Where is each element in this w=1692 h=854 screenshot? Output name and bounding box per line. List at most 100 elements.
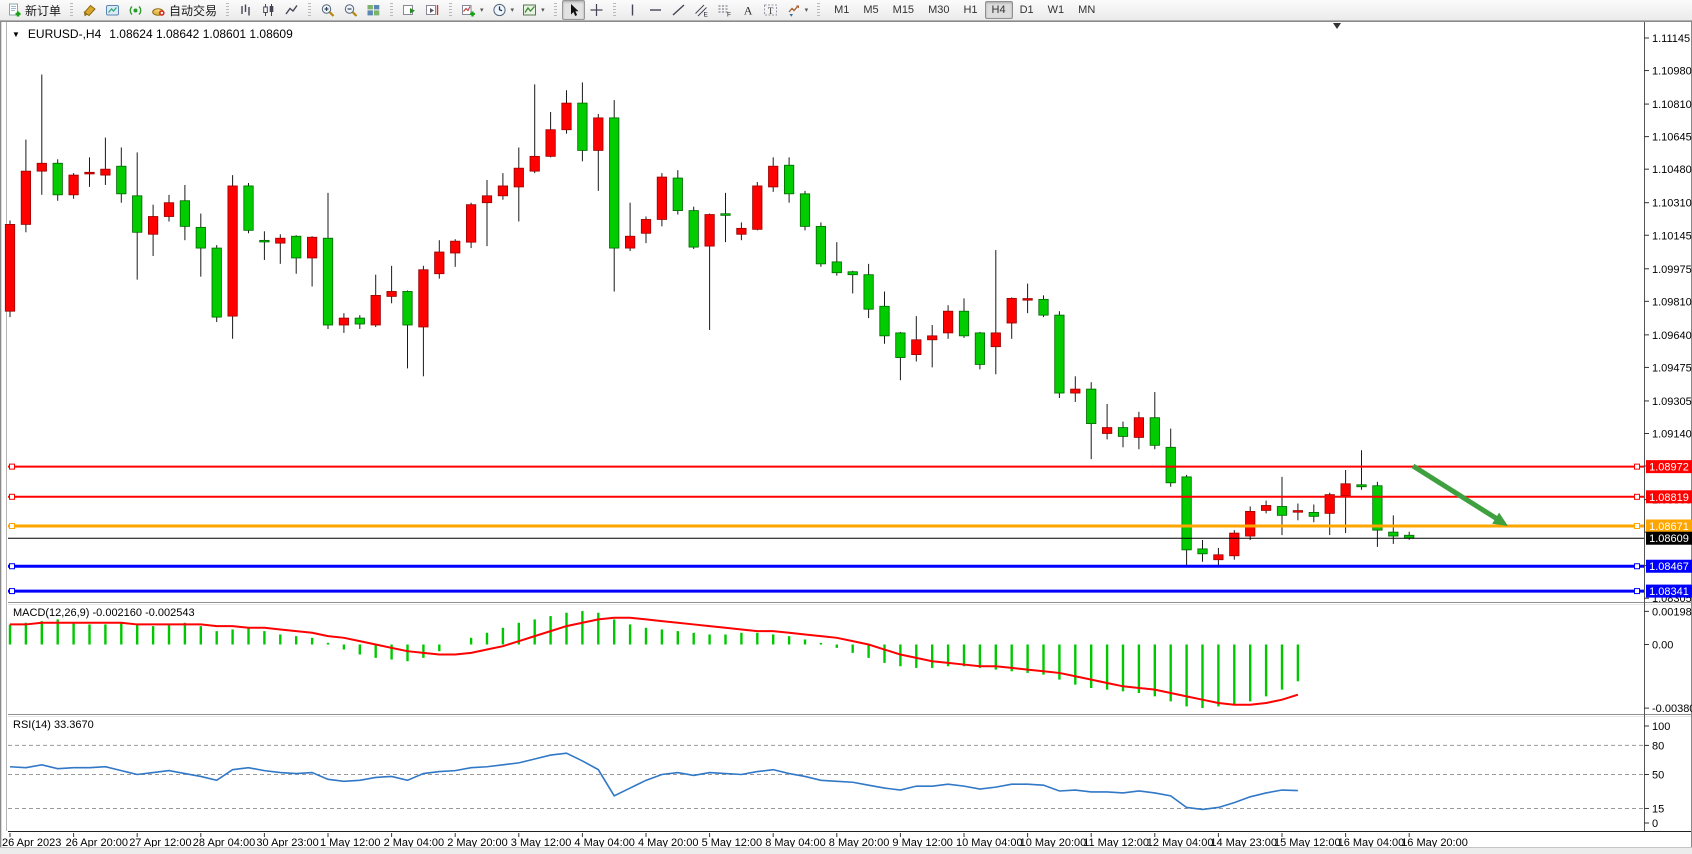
svg-text:1.10810: 1.10810 (1652, 99, 1692, 111)
periods-button[interactable]: ▾ (488, 0, 519, 20)
candle-body (1133, 417, 1144, 438)
toolbar-separator (553, 3, 557, 17)
time-axis: 26 Apr 2023 26 Apr 20:00 27 Apr 12:00 28 Ap… (2, 833, 1468, 849)
timeframe-m5[interactable]: M5 (863, 4, 879, 16)
horizontal-lines-layer[interactable]: 1.08972 1.08819 1.08671 1.08467 1.08341 (8, 460, 1692, 598)
bar-chart-button[interactable] (234, 0, 257, 20)
crosshair-button[interactable] (585, 0, 608, 20)
candle-body (211, 247, 222, 318)
candle-body (704, 214, 715, 247)
line-handle (1634, 522, 1640, 529)
templates-button[interactable]: ▾ (518, 0, 549, 20)
candle-body (593, 117, 604, 151)
candles-layer[interactable] (4, 74, 1415, 566)
svg-text:2 May 04:00: 2 May 04:00 (384, 837, 445, 849)
line-handle (9, 463, 15, 470)
text-label-button[interactable]: T (759, 0, 782, 20)
candle-body (481, 195, 493, 204)
timeframe-m1[interactable]: M1 (834, 4, 850, 16)
toolbar-separator (226, 3, 230, 17)
trendline-icon (671, 3, 686, 17)
svg-text:8 May 20:00: 8 May 20:00 (829, 837, 890, 849)
svg-text:E: E (703, 12, 708, 18)
candle-body (147, 216, 159, 235)
svg-text:12 May 04:00: 12 May 04:00 (1147, 837, 1214, 849)
arrows-button[interactable]: ▾ (782, 0, 813, 20)
cursor-button[interactable] (561, 0, 585, 20)
candle-body (163, 202, 175, 217)
auto-scroll-button[interactable] (398, 0, 421, 20)
hline-price-label (1646, 584, 1692, 598)
svg-text:1.10480: 1.10480 (1652, 164, 1692, 176)
svg-text:5 May 12:00: 5 May 12:00 (702, 837, 763, 849)
candle-body (497, 185, 509, 197)
toolbar-separator (817, 3, 821, 17)
timeframe-w1[interactable]: W1 (1047, 4, 1065, 16)
timeframe-h1[interactable]: H1 (963, 4, 978, 16)
indicators-button[interactable]: ▾ (457, 0, 488, 20)
candle-body (1213, 554, 1224, 561)
equidistant-channel-button[interactable]: E (690, 0, 713, 20)
timeframe-h4[interactable]: H4 (984, 1, 1013, 19)
zoom-in-button[interactable] (316, 0, 339, 20)
timeframe-mn[interactable]: MN (1078, 4, 1096, 16)
timeframe-m15[interactable]: M15 (892, 4, 915, 16)
zoom-out-button[interactable] (339, 0, 362, 20)
toolbar-separator (612, 3, 616, 17)
candle-body (1308, 511, 1319, 517)
timeframe-m30[interactable]: M30 (928, 4, 950, 16)
signals-button[interactable] (124, 0, 147, 20)
svg-text:1.08609: 1.08609 (1649, 533, 1689, 545)
candle-body (1086, 388, 1097, 425)
marker-tool-button[interactable] (78, 0, 101, 20)
line-chart-button[interactable] (280, 0, 303, 20)
line-handle (1634, 493, 1640, 500)
toolbar: 新订单 自动交易 ▾ ▾ ▾ E F A T ▾ M1 M5 M15 M30 H1 H4 D1 W1 MN (0, 0, 1692, 21)
text-button[interactable]: A (736, 0, 759, 20)
line-handle (9, 522, 15, 529)
tile-windows-icon (366, 3, 381, 17)
candle-body (1022, 298, 1033, 301)
candle-body (386, 291, 397, 297)
candle-body (465, 204, 477, 243)
candle-body (338, 317, 350, 326)
svg-text:28 Apr 04:00: 28 Apr 04:00 (193, 837, 255, 849)
svg-text:10 May 04:00: 10 May 04:00 (956, 837, 1023, 849)
toolbar-separator (449, 3, 453, 17)
autotrading-button[interactable]: 自动交易 (147, 0, 221, 20)
svg-text:30 Apr 23:00: 30 Apr 23:00 (256, 837, 318, 849)
zoom-out-icon (343, 3, 358, 17)
candle-body (1054, 314, 1065, 394)
svg-text:1.09475: 1.09475 (1652, 362, 1692, 374)
trendline-button[interactable] (667, 0, 690, 20)
candle-body (68, 174, 79, 196)
svg-text:1.09305: 1.09305 (1652, 396, 1692, 408)
candlestick-chart-button[interactable] (257, 0, 280, 20)
new-order-button[interactable]: 新订单 (3, 0, 65, 20)
candle-body (243, 185, 254, 231)
svg-text:1.08819: 1.08819 (1649, 492, 1689, 504)
svg-text:1.08341: 1.08341 (1649, 586, 1689, 598)
vertical-line-button[interactable] (621, 0, 644, 20)
timeframe-d1[interactable]: D1 (1019, 4, 1034, 16)
svg-text:T: T (767, 6, 773, 16)
horizontal-line-button[interactable] (644, 0, 667, 20)
svg-text:1.09975: 1.09975 (1652, 264, 1692, 276)
tile-windows-button[interactable] (362, 0, 385, 20)
text-label-icon: T (763, 3, 778, 17)
candle-body (545, 129, 556, 157)
chart-window-button[interactable] (101, 0, 124, 20)
chart-window-icon (105, 3, 120, 17)
chart-shift-button[interactable] (421, 0, 444, 20)
candle-body (1372, 485, 1383, 531)
candle-body (561, 102, 572, 131)
candle-body (672, 177, 683, 211)
line-chart-icon (284, 3, 299, 17)
candlestick-chart-icon (261, 3, 276, 17)
trend-arrow-annotation[interactable] (1411, 463, 1508, 526)
fibonacci-button[interactable]: F (713, 0, 736, 20)
candle-body (943, 310, 954, 334)
rsi-panel[interactable]: 100 80 50 15 0 (8, 721, 1670, 830)
macd-panel[interactable]: 0.001982 0.00 -0.003804 (8, 606, 1692, 715)
